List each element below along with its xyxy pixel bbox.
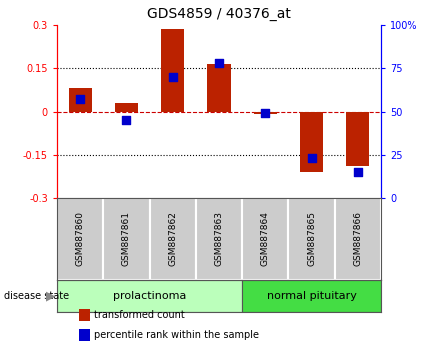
Bar <box>335 198 381 280</box>
Text: prolactinoma: prolactinoma <box>113 291 186 301</box>
Text: ▶: ▶ <box>46 289 55 302</box>
Text: percentile rank within the sample: percentile rank within the sample <box>94 330 259 339</box>
Point <box>123 118 130 123</box>
Bar <box>161 29 184 112</box>
Text: GSM887864: GSM887864 <box>261 211 270 267</box>
Bar <box>115 103 138 112</box>
Text: GSM887863: GSM887863 <box>215 211 223 267</box>
Text: GSM887865: GSM887865 <box>307 211 316 267</box>
Bar <box>242 280 381 312</box>
Text: disease state: disease state <box>4 291 70 301</box>
Bar <box>57 280 242 312</box>
Bar <box>196 198 242 280</box>
Bar <box>289 198 335 280</box>
Bar <box>254 112 277 114</box>
Point <box>169 74 176 80</box>
Bar <box>149 198 196 280</box>
Text: GSM887861: GSM887861 <box>122 211 131 267</box>
Title: GDS4859 / 40376_at: GDS4859 / 40376_at <box>147 7 291 21</box>
Bar <box>57 198 103 280</box>
Text: transformed count: transformed count <box>94 310 185 320</box>
Point <box>308 155 315 161</box>
Text: GSM887862: GSM887862 <box>168 211 177 267</box>
Text: GSM887866: GSM887866 <box>353 211 362 267</box>
Point <box>215 60 223 66</box>
Bar <box>68 88 92 112</box>
Point <box>354 170 361 175</box>
Text: normal pituitary: normal pituitary <box>267 291 357 301</box>
Bar <box>208 64 230 112</box>
Point <box>262 110 269 116</box>
Bar <box>300 112 323 172</box>
Bar <box>346 112 370 166</box>
Point <box>77 97 84 102</box>
Bar <box>242 198 289 280</box>
Bar <box>103 198 149 280</box>
Text: GSM887860: GSM887860 <box>76 211 85 267</box>
